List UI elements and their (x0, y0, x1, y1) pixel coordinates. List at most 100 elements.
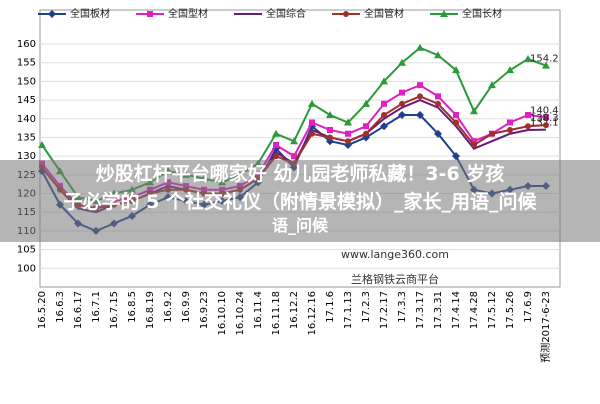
marker (147, 11, 153, 17)
plot-area (39, 9, 561, 288)
x-tick-label: 17.5.26 (505, 291, 516, 329)
y-tick-label: 105 (17, 245, 36, 256)
x-tick-label: 16.8.5 (127, 291, 138, 323)
marker (291, 153, 297, 160)
marker (381, 100, 387, 107)
data-label: 138.3 (530, 113, 559, 124)
marker (471, 138, 477, 145)
data-label: 140.4 (530, 105, 559, 116)
marker (309, 119, 315, 126)
marker (489, 130, 495, 137)
x-tick-label: 17.4.28 (469, 291, 480, 329)
marker (435, 93, 441, 100)
marker (345, 138, 351, 145)
marker (381, 112, 387, 119)
marker (440, 10, 448, 17)
x-tick-label: 17.3.17 (415, 291, 426, 329)
data-label: 154.2 (530, 54, 559, 65)
x-tick-label: 16.12.16 (307, 291, 318, 336)
x-tick-label: 预测2017-6-23 (539, 291, 552, 363)
y-tick-label: 100 (17, 263, 36, 274)
y-tick-label: 135 (17, 132, 36, 143)
x-tick-label: 16.6.3 (55, 291, 66, 323)
x-tick-label: 16.8.19 (145, 291, 156, 329)
overlay-line: 语_问候 (271, 216, 328, 235)
marker (525, 123, 531, 130)
x-tick-label: 16.9.23 (199, 291, 210, 329)
x-tick-label: 17.1.6 (325, 291, 336, 323)
marker (380, 77, 388, 85)
marker (273, 153, 279, 160)
legend-label: 全国长材 (462, 7, 502, 20)
x-tick-label: 17.3.31 (433, 291, 444, 329)
overlay-banner: 炒股杠杆平台哪家好 幼儿园老师私藏！3-6 岁孩 子必学的 5 个社交礼仪（附情… (0, 160, 600, 242)
marker (434, 51, 442, 59)
marker (525, 112, 531, 119)
marker (345, 130, 351, 137)
y-tick-label: 140 (17, 114, 36, 125)
marker (471, 141, 477, 148)
marker (453, 119, 459, 126)
marker (543, 114, 549, 121)
x-tick-label: 17.2.17 (379, 291, 390, 329)
x-tick-label: 17.4.14 (451, 291, 462, 329)
x-tick-label: 16.10.10 (217, 291, 228, 336)
marker (416, 43, 424, 51)
marker (398, 58, 406, 66)
x-tick-label: 16.11.18 (271, 291, 282, 336)
x-tick-label: 16.11.4 (253, 291, 264, 329)
watermark: 兰格钢铁云商平台 (351, 272, 439, 286)
marker (344, 118, 352, 126)
x-tick-label: 16.7.1 (91, 291, 102, 323)
legend-label: 全国综合 (266, 7, 306, 20)
marker (435, 100, 441, 107)
marker (507, 126, 513, 133)
legend-label: 全国板材 (70, 7, 110, 20)
legend-label: 全国型材 (168, 7, 208, 20)
x-tick-label: 16.10.24 (235, 291, 246, 336)
marker (273, 141, 279, 148)
y-tick-label: 160 (17, 39, 36, 50)
overlay-line: 子必学的 5 个社交礼仪（附情景模拟）_家长_用语_问候 (63, 191, 537, 213)
x-tick-label: 16.9.2 (163, 291, 174, 323)
marker (327, 134, 333, 141)
marker (48, 10, 56, 18)
marker (542, 61, 550, 69)
x-tick-label: 16.12.2 (289, 291, 300, 329)
marker (398, 111, 406, 120)
x-tick-label: 17.1.13 (343, 291, 354, 329)
marker (524, 54, 532, 62)
x-tick-label: 17.6.9 (523, 291, 534, 323)
marker (38, 140, 46, 148)
marker (543, 122, 549, 129)
x-tick-label: 16.7.15 (109, 291, 120, 329)
marker (452, 152, 460, 161)
x-tick-label: 17.3.3 (397, 291, 408, 323)
marker (434, 129, 442, 138)
y-tick-label: 145 (17, 95, 36, 106)
marker (326, 111, 334, 119)
marker (308, 99, 316, 107)
x-tick-label: 16.9.9 (181, 291, 192, 323)
watermark: www.lange360.com (341, 248, 449, 261)
marker (417, 93, 423, 100)
marker (470, 107, 478, 115)
marker (506, 66, 514, 74)
y-tick-label: 130 (17, 151, 36, 162)
marker (416, 111, 424, 120)
legend-label: 全国管材 (364, 7, 404, 20)
marker (417, 82, 423, 89)
marker (452, 66, 460, 74)
marker (363, 123, 369, 130)
x-tick-label: 17.5.12 (487, 291, 498, 329)
marker (507, 119, 513, 126)
marker (399, 89, 405, 96)
marker (309, 130, 315, 137)
marker (362, 99, 370, 107)
y-tick-label: 150 (17, 76, 36, 87)
marker (327, 126, 333, 133)
marker (453, 112, 459, 119)
marker (488, 81, 496, 89)
marker (290, 137, 298, 145)
